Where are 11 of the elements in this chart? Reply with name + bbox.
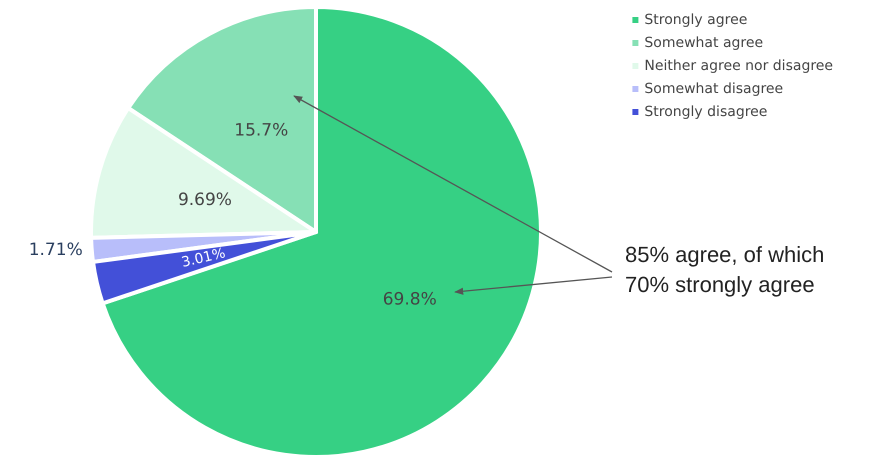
data-label: 3.01% (180, 245, 227, 271)
legend-label: Somewhat agree (644, 35, 764, 51)
text: 85% agree, of which 70% strongly agree (625, 241, 824, 299)
legend-label: Strongly agree (644, 12, 748, 28)
legend-label: Strongly disagree (644, 104, 768, 120)
legend-label: Somewhat disagree (644, 81, 784, 97)
data-label: 15.7% (234, 120, 288, 140)
data-label: 69.8% (382, 289, 437, 310)
data-label: 9.69% (178, 190, 232, 210)
legend-label: Neither agree nor disagree (644, 58, 834, 74)
data-label: 1.71% (28, 240, 83, 260)
